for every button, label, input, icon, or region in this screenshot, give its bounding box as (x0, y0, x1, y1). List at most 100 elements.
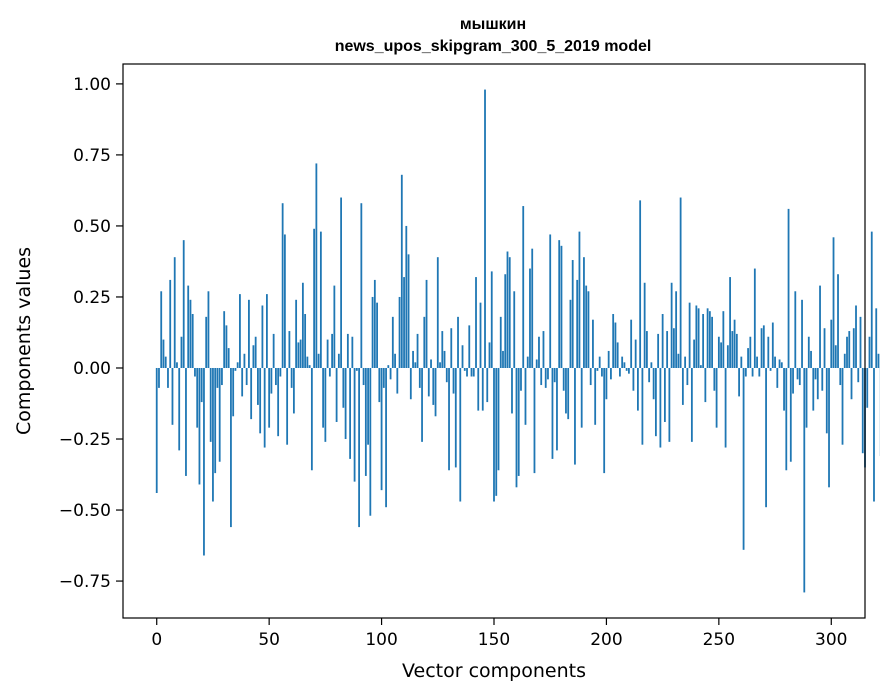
bar-172 (542, 331, 545, 368)
bar-257 (733, 319, 736, 368)
bar-318 (870, 231, 873, 368)
bar-261 (742, 367, 745, 550)
bar-151 (495, 367, 498, 496)
bar-55 (279, 367, 282, 377)
bar-133 (454, 367, 457, 468)
bar-239 (693, 339, 696, 368)
x-tick-label: 50 (258, 630, 280, 650)
bar-94 (367, 367, 369, 445)
bar-17 (194, 367, 196, 377)
bar-284 (794, 291, 797, 368)
bar-31 (225, 325, 228, 368)
bar-158 (511, 367, 513, 414)
bar-19 (198, 367, 201, 485)
bar-192 (587, 291, 590, 368)
x-axis-ticks: 0 50 100 150 200 250 300 (151, 618, 847, 650)
bar-115 (414, 362, 417, 368)
bar-195 (594, 367, 597, 425)
bar-45 (257, 367, 259, 405)
y-tick-label: 1.00 (73, 75, 111, 95)
bar-244 (704, 367, 707, 403)
bar-272 (767, 336, 770, 368)
bar-125 (436, 257, 439, 368)
bar-127 (441, 331, 444, 368)
bar-46 (259, 367, 262, 434)
bar-302 (834, 345, 837, 368)
bar-230 (672, 328, 675, 368)
bar-179 (558, 240, 561, 368)
bar-126 (439, 362, 441, 368)
bar-26 (214, 367, 217, 474)
bar-29 (221, 367, 223, 386)
bar-4 (164, 356, 167, 368)
bar-199 (603, 367, 606, 474)
bar-98 (376, 302, 378, 368)
bar-184 (569, 299, 572, 368)
y-axis-label: Components values (13, 247, 35, 435)
bar-87 (351, 336, 354, 368)
bar-275 (774, 356, 776, 368)
bar-61 (292, 367, 295, 414)
bar-155 (504, 274, 507, 368)
bar-150 (493, 367, 495, 502)
bar-281 (787, 208, 790, 368)
bar-160 (515, 367, 518, 488)
bar-298 (825, 367, 828, 434)
bar-248 (713, 367, 716, 391)
chart-title-line1: мышкин (460, 16, 526, 33)
bar-205 (616, 342, 619, 368)
bar-266 (753, 268, 756, 368)
bar-238 (690, 367, 693, 442)
bar-169 (535, 359, 538, 368)
bar-64 (299, 339, 302, 368)
bar-262 (744, 367, 747, 377)
bar-285 (796, 367, 799, 380)
bar-111 (405, 225, 408, 368)
bar-196 (596, 367, 599, 371)
bar-66 (304, 314, 307, 368)
bar-277 (778, 359, 781, 368)
chart-title-line2: news_upos_skipgram_300_5_2019 model (335, 38, 652, 55)
bar-222 (654, 367, 657, 437)
bar-241 (697, 308, 700, 368)
bar-259 (738, 367, 740, 397)
bar-171 (540, 367, 543, 386)
bar-102 (385, 367, 387, 508)
bar-2 (160, 291, 163, 368)
bar-120 (425, 279, 428, 368)
bar-30 (223, 311, 226, 368)
bar-143 (477, 367, 480, 411)
bar-303 (837, 274, 839, 368)
bar-54 (277, 367, 280, 437)
bar-7 (171, 367, 174, 425)
x-tick-label: 100 (365, 630, 397, 650)
bar-292 (812, 367, 815, 411)
bar-13 (185, 367, 187, 476)
bar-1 (158, 367, 160, 388)
bar-99 (378, 367, 381, 403)
bar-91 (360, 203, 363, 368)
bar-291 (810, 350, 812, 368)
x-tick-label: 300 (815, 630, 847, 650)
bar-247 (711, 316, 713, 368)
bar-267 (756, 356, 758, 368)
bar-218 (646, 331, 648, 368)
bar-229 (670, 282, 673, 368)
bar-165 (526, 356, 529, 368)
bar-310 (852, 328, 855, 368)
bar-28 (218, 367, 221, 462)
bar-65 (301, 282, 304, 368)
bar-287 (801, 299, 803, 368)
bar-100 (380, 367, 383, 491)
bar-321 (877, 353, 880, 368)
bar-304 (839, 367, 842, 386)
bar-67 (306, 356, 309, 368)
bar-311 (855, 305, 857, 368)
bar-95 (369, 367, 372, 516)
bar-176 (551, 367, 554, 459)
bar-24 (209, 367, 212, 442)
bar-97 (373, 279, 376, 368)
bar-121 (427, 367, 430, 397)
bar-254 (726, 345, 729, 368)
bar-253 (724, 367, 727, 448)
